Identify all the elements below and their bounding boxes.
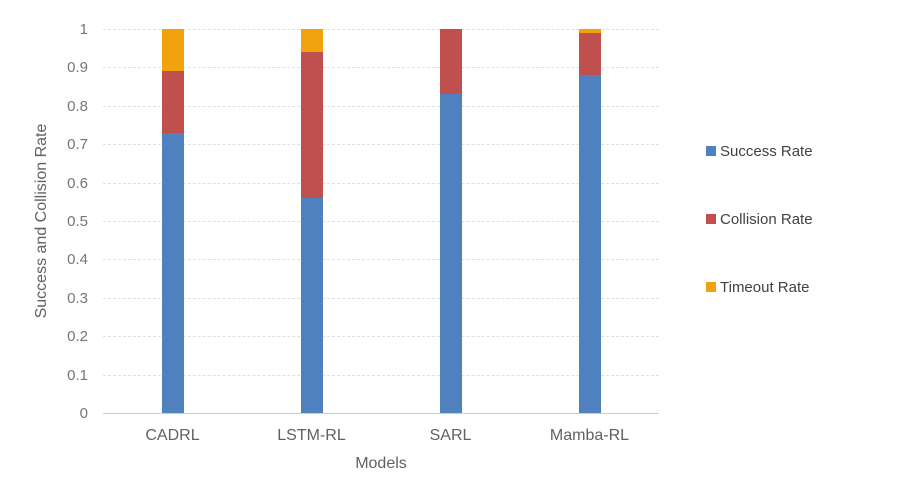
- gridline: [103, 105, 659, 107]
- y-tick-label: 0.8: [67, 97, 88, 115]
- legend-label: Success Rate: [720, 142, 813, 160]
- gridline: [103, 182, 659, 184]
- gridline: [103, 259, 659, 261]
- bar-segment-cadrl-success-rate: [161, 132, 184, 413]
- legend-swatch-icon: [706, 214, 716, 224]
- legend: Success Rate Collision Rate Timeout Rate: [706, 141, 813, 297]
- bar-segment-cadrl-timeout-rate: [161, 29, 184, 72]
- legend-label: Timeout Rate: [720, 278, 810, 296]
- category-label-lstm-rl: LSTM-RL: [277, 427, 346, 444]
- y-tick-label: 0: [79, 405, 88, 422]
- category-label-sarl: SARL: [429, 427, 472, 444]
- y-tick-label: 0.7: [67, 136, 88, 154]
- bar-segment-lstm-rl-collision-rate: [300, 52, 323, 198]
- y-tick-label: 1: [79, 21, 88, 38]
- y-tick-label: 0.9: [67, 59, 88, 77]
- bar-segment-mamba-rl-success-rate: [578, 75, 601, 413]
- y-tick-label: 0.4: [67, 251, 88, 269]
- x-axis-title: Models: [355, 455, 407, 472]
- y-tick-label: 0.5: [67, 213, 88, 230]
- bar-segment-lstm-rl-timeout-rate: [300, 29, 323, 53]
- bar-segment-lstm-rl-success-rate: [300, 197, 323, 413]
- gridline: [103, 336, 659, 338]
- gridline: [103, 144, 659, 146]
- legend-swatch-icon: [706, 282, 716, 292]
- bar-segment-sarl-success-rate: [439, 94, 462, 413]
- legend-item-timeout-rate: Timeout Rate: [706, 277, 813, 297]
- legend-item-success-rate: Success Rate: [706, 141, 813, 161]
- bar-segment-mamba-rl-timeout-rate: [578, 29, 601, 33]
- gridline: [103, 297, 659, 299]
- y-tick-label: 0.1: [67, 366, 88, 384]
- gridline: [103, 374, 659, 376]
- gridline: [103, 67, 659, 69]
- legend-swatch-icon: [706, 146, 716, 156]
- y-tick-label: 0.6: [67, 174, 88, 192]
- plot-area: [103, 29, 659, 414]
- y-tick-label: 0.2: [67, 328, 88, 346]
- x-axis-line: [103, 413, 659, 414]
- bar-segment-sarl-collision-rate: [439, 29, 462, 95]
- y-tick-label: 0.3: [67, 289, 88, 307]
- gridline: [103, 29, 659, 30]
- legend-label: Collision Rate: [720, 210, 813, 228]
- gridline: [103, 221, 659, 222]
- legend-item-collision-rate: Collision Rate: [706, 209, 813, 229]
- bar-segment-mamba-rl-collision-rate: [578, 32, 601, 76]
- bar-segment-cadrl-collision-rate: [161, 71, 184, 133]
- category-label-mamba-rl: Mamba-RL: [549, 427, 630, 444]
- category-label-cadrl: CADRL: [145, 427, 200, 444]
